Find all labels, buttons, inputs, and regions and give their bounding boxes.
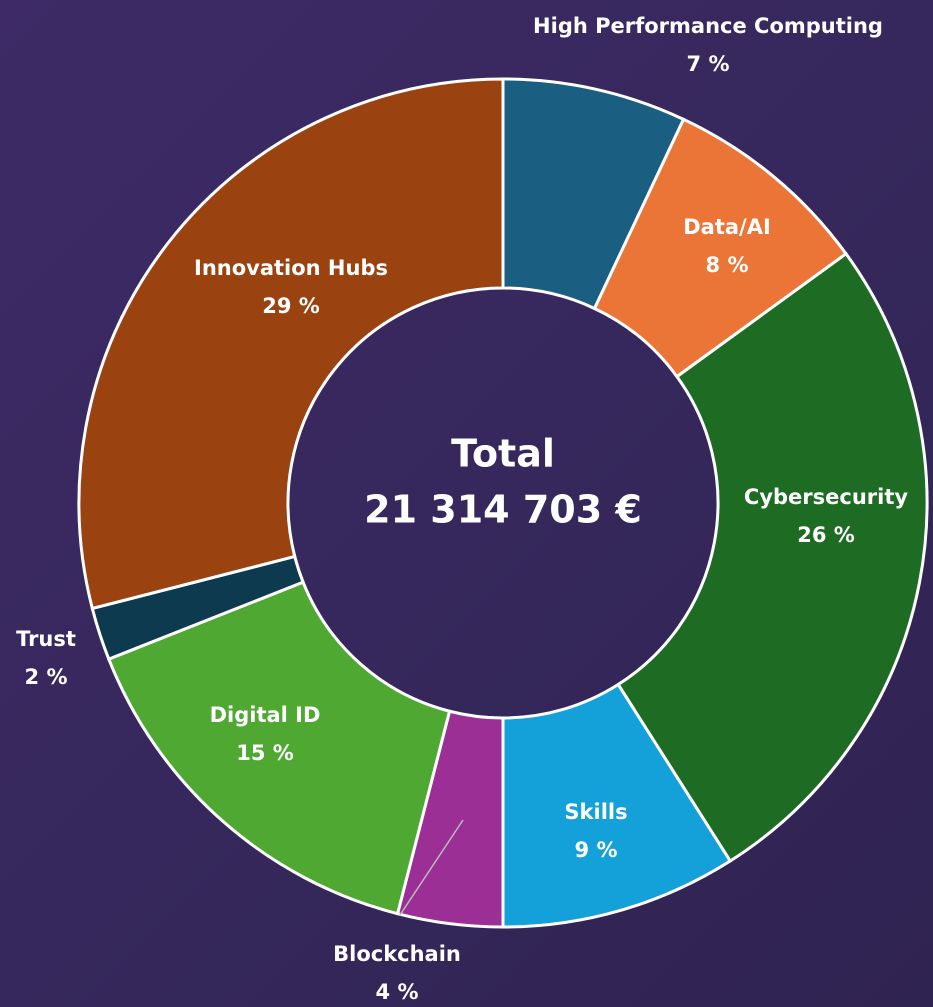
- value-label: 26 %: [797, 523, 855, 547]
- value-label: 2 %: [25, 665, 68, 689]
- value-label: 29 %: [262, 294, 320, 318]
- slice-label: Skills: [564, 800, 627, 824]
- chart: Total 21 314 703 € High Performance Comp…: [0, 0, 933, 1007]
- center-title: Total: [451, 432, 555, 476]
- value-label: 15 %: [236, 741, 294, 765]
- slice-label: Data/AI: [683, 215, 771, 239]
- center-value: 21 314 703 €: [364, 488, 642, 532]
- slice-label: Blockchain: [333, 942, 461, 966]
- value-label: 8 %: [706, 253, 749, 277]
- value-label: 7 %: [687, 52, 730, 76]
- slice-label: Digital ID: [210, 703, 321, 727]
- slice-label: Cybersecurity: [744, 485, 908, 509]
- slice-label: Innovation Hubs: [194, 256, 388, 280]
- value-label: 4 %: [376, 980, 419, 1004]
- value-label: 9 %: [575, 838, 618, 862]
- slice-label: Trust: [16, 627, 76, 651]
- slice-label: High Performance Computing: [533, 14, 883, 38]
